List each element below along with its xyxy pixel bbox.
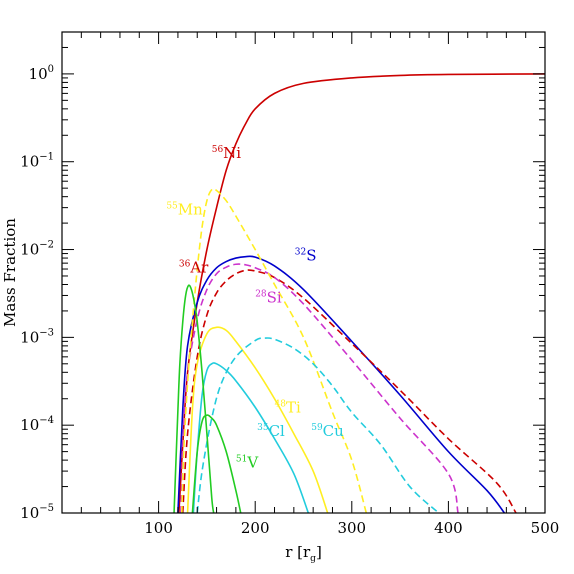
y-tick-base: 10	[20, 153, 39, 171]
series-line-35Cl	[192, 362, 310, 513]
y-tick-label: 10−1	[20, 152, 54, 171]
isotope-label-48Ti: 48Ti	[275, 398, 301, 416]
series-line-55Mn	[180, 187, 368, 513]
x-tick-label: 100	[144, 519, 173, 537]
y-tick-exponent: −2	[39, 240, 54, 251]
isotope-mass-number: 51	[236, 454, 247, 464]
y-tick-label: 10−3	[20, 327, 54, 346]
isotope-label-59Cu: 59Cu	[311, 422, 344, 440]
isotope-mass-number: 35	[257, 423, 269, 433]
isotope-label-56Ni: 56Ni	[212, 144, 242, 162]
y-tick-exponent: −5	[39, 503, 54, 514]
x-axis-label-end: ]	[316, 543, 322, 561]
x-axis-label-subscript: g	[310, 554, 316, 564]
isotope-label-51V: 51V	[236, 453, 259, 471]
y-tick-label: 10−2	[20, 240, 54, 259]
y-tick-base: 10	[20, 328, 39, 346]
x-tick-label: 500	[531, 519, 560, 537]
isotope-symbol: Cu	[323, 422, 344, 440]
isotope-label-35Cl: 35Cl	[257, 422, 285, 440]
x-axis-label: r [rg]	[285, 543, 322, 564]
x-tick-label: 300	[337, 519, 366, 537]
isotope-mass-number: 32	[295, 248, 306, 258]
y-axis-label: Mass Fraction	[1, 218, 19, 327]
isotope-label-28Si: 28Si	[255, 288, 282, 306]
y-tick-label: 10−5	[20, 503, 54, 522]
x-axis-label-main: r [r	[285, 543, 311, 561]
isotope-label-55Mn: 55Mn	[166, 201, 203, 219]
y-tick-base: 10	[20, 241, 39, 259]
series-line-32S	[177, 255, 506, 513]
plot-frame	[61, 31, 546, 514]
isotope-mass-number: 55	[166, 202, 178, 212]
isotope-label-32S: 32S	[295, 247, 317, 265]
isotope-mass-number: 28	[255, 289, 267, 299]
isotope-mass-number: 48	[275, 399, 287, 409]
series-line-56Ni	[178, 73, 545, 513]
series-line-48Ti	[186, 326, 329, 513]
isotope-symbol: V	[246, 453, 259, 471]
y-tick-exponent: −1	[39, 152, 54, 163]
y-tick-exponent: 0	[48, 64, 54, 75]
y-tick-exponent: −4	[39, 415, 54, 426]
x-tick-label: 200	[241, 519, 270, 537]
y-tick-label: 100	[29, 64, 54, 83]
series-line-36Ar	[181, 269, 517, 513]
isotope-mass-number: 36	[179, 259, 191, 269]
x-tick-label: 400	[434, 519, 463, 537]
y-tick-label: 10−4	[20, 415, 54, 434]
series-line-green-peak	[173, 284, 215, 513]
isotope-symbol: Mn	[178, 201, 203, 219]
isotope-mass-number: 59	[311, 423, 323, 433]
isotope-symbol: S	[306, 247, 316, 265]
isotope-mass-number: 56	[212, 145, 224, 155]
series-line-59Cu	[196, 337, 440, 513]
isotope-symbol: Ti	[286, 398, 301, 416]
series-line-51V	[191, 414, 242, 513]
isotope-symbol: Ni	[223, 144, 241, 162]
isotope-symbol: Cl	[269, 422, 285, 440]
y-tick-exponent: −3	[39, 327, 54, 338]
y-tick-base: 10	[20, 504, 39, 522]
isotope-symbol: Si	[267, 288, 282, 306]
isotope-symbol: Ar	[189, 258, 209, 276]
y-tick-base: 10	[29, 65, 48, 83]
series-line-28Si	[180, 263, 459, 513]
isotope-label-36Ar: 36Ar	[179, 258, 209, 276]
curves-layer	[173, 73, 545, 513]
y-tick-base: 10	[20, 416, 39, 434]
